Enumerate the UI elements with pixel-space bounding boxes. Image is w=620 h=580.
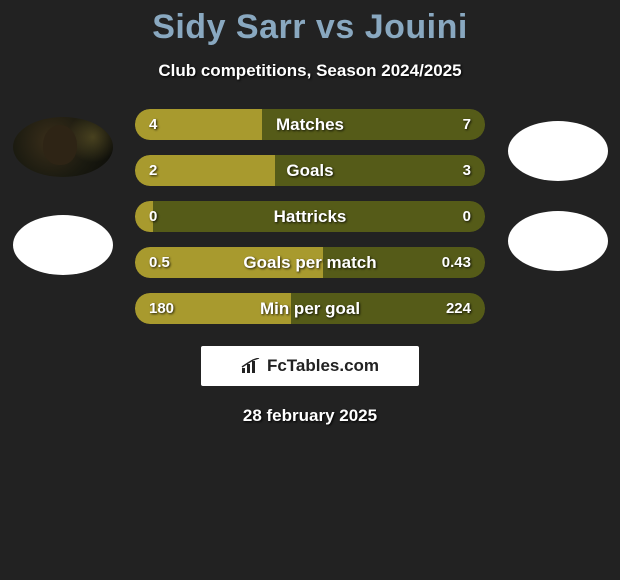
player-left-club-placeholder	[13, 215, 113, 275]
stat-value-right: 0	[463, 208, 471, 225]
stats-list: 4Matches7 2Goals3 0Hattricks0 0.5Goals per …	[135, 109, 485, 324]
subtitle: Club competitions, Season 2024/2025	[0, 61, 620, 81]
chart-icon	[241, 358, 261, 374]
stat-label: Min per goal	[135, 299, 485, 319]
player-right-avatars	[503, 109, 612, 271]
stat-bar: 180Min per goal224	[135, 293, 485, 324]
player-left-photo	[13, 117, 113, 177]
logo-text: FcTables.com	[267, 356, 379, 376]
stat-value-right: 7	[463, 116, 471, 133]
stat-value-right: 3	[463, 162, 471, 179]
page-title: Sidy Sarr vs Jouini	[0, 8, 620, 47]
stat-label: Matches	[135, 115, 485, 135]
stat-bar: 4Matches7	[135, 109, 485, 140]
stat-bar: 2Goals3	[135, 155, 485, 186]
stat-label: Goals per match	[135, 253, 485, 273]
player-right-club-placeholder	[508, 211, 608, 271]
comparison-card: Sidy Sarr vs Jouini Club competitions, S…	[0, 0, 620, 426]
source-logo[interactable]: FcTables.com	[201, 346, 419, 386]
main-row: 4Matches7 2Goals3 0Hattricks0 0.5Goals per …	[0, 109, 620, 324]
stat-bar: 0.5Goals per match0.43	[135, 247, 485, 278]
player-right-photo-placeholder	[508, 121, 608, 181]
stat-value-right: 0.43	[442, 254, 471, 271]
stat-label: Hattricks	[135, 207, 485, 227]
stat-label: Goals	[135, 161, 485, 181]
stat-value-right: 224	[446, 300, 471, 317]
player-left-avatars	[8, 109, 117, 275]
date-text: 28 february 2025	[0, 406, 620, 426]
stat-bar: 0Hattricks0	[135, 201, 485, 232]
